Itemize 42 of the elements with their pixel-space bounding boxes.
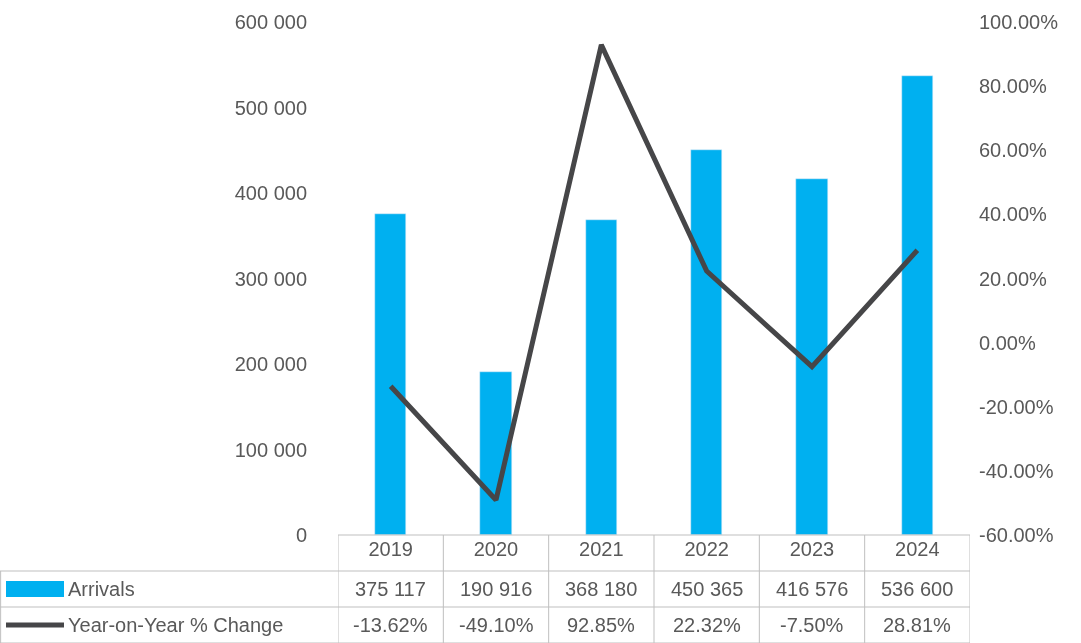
y-tick-label: 0	[295, 524, 307, 546]
y-tick-label: 100 000	[234, 438, 307, 461]
bar	[901, 75, 933, 535]
x-tick-label: 2021	[579, 538, 624, 560]
x-tick-label: 2020	[473, 538, 519, 560]
y-tick-label: 600 000	[234, 11, 307, 33]
data-label: 536 600	[881, 578, 954, 600]
data-label: 22.32%	[673, 614, 742, 636]
data-label: 375 117	[355, 578, 426, 600]
y-tick-label: 500 000	[234, 96, 307, 119]
legend-label: Year-on-Year % Change	[68, 614, 284, 636]
y2-tick-label: -60.00%	[979, 524, 1054, 546]
data-label: 416 576	[776, 578, 849, 600]
y2-tick-label: 40.00%	[979, 203, 1048, 226]
x-tick-label: 2022	[684, 538, 729, 560]
data-label: 368 180	[565, 578, 638, 600]
y2-tick-label: 80.00%	[979, 75, 1048, 98]
x-tick-label: 2023	[789, 538, 835, 560]
y2-tick-label: -20.00%	[979, 395, 1054, 418]
data-label: 450 365	[671, 578, 744, 600]
y-tick-label: 200 000	[234, 353, 307, 375]
bar	[374, 213, 406, 535]
y2-tick-label: 20.00%	[979, 267, 1048, 290]
data-label: -49.10%	[459, 614, 534, 636]
bar	[690, 149, 722, 535]
y-tick-label: 300 000	[234, 267, 307, 290]
data-label: -7.50%	[780, 614, 844, 636]
y2-tick-label: -40.00%	[979, 459, 1054, 482]
bar	[795, 178, 828, 535]
data-label: -13.62%	[353, 614, 428, 636]
x-tick-label: 2019	[368, 538, 413, 560]
y-tick-label: 400 000	[234, 182, 307, 204]
y2-tick-label: 100.00%	[979, 11, 1059, 33]
legend-label: Arrivals	[68, 578, 135, 600]
y2-tick-label: 60.00%	[979, 139, 1048, 162]
x-tick-label: 2024	[895, 538, 940, 560]
bar	[479, 371, 512, 535]
data-label: 190 916	[460, 578, 533, 600]
data-label: 28.81%	[883, 614, 952, 636]
y2-tick-label: 0.00%	[979, 331, 1036, 354]
data-label: 92.85%	[567, 614, 636, 636]
bar	[585, 219, 617, 535]
